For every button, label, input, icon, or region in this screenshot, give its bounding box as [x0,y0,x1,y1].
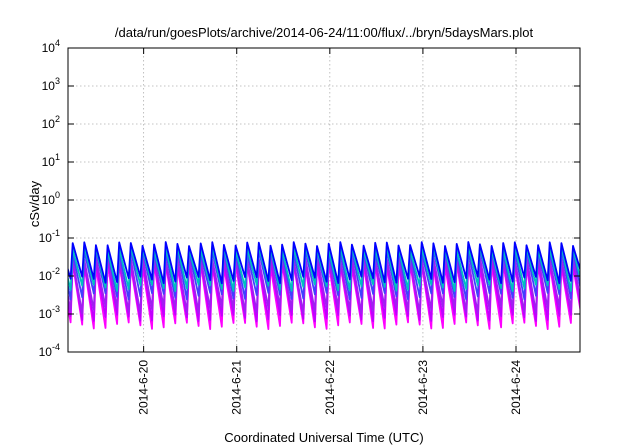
x-tick-labels: 2014-6-20 2014-6-21 2014-6-22 2014-6-23 2014… [137,360,523,415]
y-axis-label: cSv/day [27,180,42,227]
series-line [68,241,580,285]
y-tick-label: 104 [42,38,60,55]
y-tick-label: 10-3 [39,304,60,321]
series-layer [68,241,580,330]
y-tick-label: 100 [42,190,60,207]
y-tick-labels: 10-4 10-3 10-2 10-1 100 101 102 103 104 [39,38,60,359]
x-axis-label: Coordinated Universal Time (UTC) [224,430,423,445]
y-tick-label: 10-2 [39,266,60,283]
y-tick-label: 101 [42,152,60,169]
x-tick-label: 2014-6-22 [323,360,337,415]
y-tick-label: 103 [42,76,60,93]
ticks [68,47,580,353]
y-tick-label: 10-4 [39,342,60,359]
x-tick-label: 2014-6-23 [416,360,430,415]
x-tick-label: 2014-6-21 [230,360,244,415]
y-tick-label: 10-1 [39,228,60,245]
chart-title: /data/run/goesPlots/archive/2014-06-24/1… [115,25,534,40]
x-tick-label: 2014-6-20 [137,360,151,415]
y-tick-label: 102 [42,114,60,131]
x-tick-label: 2014-6-24 [509,360,523,415]
